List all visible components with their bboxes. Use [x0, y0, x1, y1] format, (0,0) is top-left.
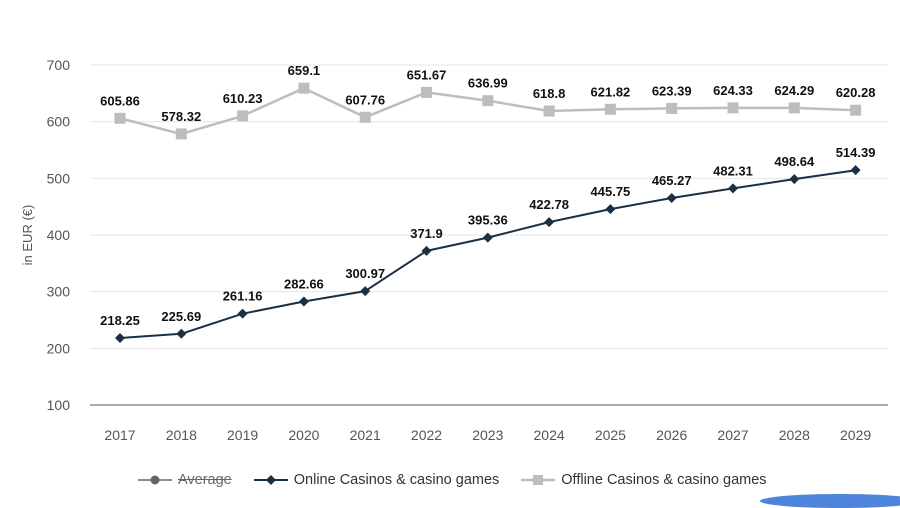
data-point-marker[interactable]: [727, 102, 739, 114]
data-label: 282.66: [284, 276, 324, 291]
data-label: 395.36: [468, 213, 508, 228]
data-label: 605.86: [100, 93, 140, 108]
legend-label-online: Online Casinos & casino games: [293, 472, 500, 488]
data-point-marker[interactable]: [604, 103, 616, 115]
legend-online-marker-icon: [253, 475, 288, 485]
data-point-marker[interactable]: [666, 102, 678, 114]
data-label: 618.8: [533, 86, 566, 101]
data-point-marker[interactable]: [237, 308, 248, 319]
data-point-marker[interactable]: [605, 204, 616, 215]
data-label: 225.69: [161, 309, 201, 324]
y-tick-label: 600: [47, 114, 71, 130]
x-tick-label: 2025: [595, 427, 626, 443]
x-tick-label: 2021: [350, 427, 381, 443]
data-point-marker[interactable]: [359, 111, 371, 123]
data-label: 620.28: [836, 85, 876, 100]
data-label: 607.76: [345, 92, 385, 107]
data-point-marker[interactable]: [114, 112, 126, 124]
data-label: 624.29: [774, 83, 814, 98]
legend-item-offline[interactable]: Offline Casinos & casino games: [521, 472, 767, 488]
data-point-marker[interactable]: [298, 82, 310, 94]
data-point-marker[interactable]: [789, 174, 800, 185]
data-point-marker[interactable]: [298, 296, 309, 307]
data-label: 514.39: [836, 145, 876, 160]
data-labels: 218.25 225.69 261.16 282.66 300.97 371.9 395.3…: [100, 63, 875, 328]
data-label: 621.82: [591, 84, 631, 99]
y-tick-label: 700: [47, 57, 71, 73]
data-point-marker[interactable]: [666, 193, 677, 204]
y-tick-label: 400: [47, 227, 71, 243]
x-axis-ticks: 2017 2018 2019 2020 2021 2022 2023 2024 2025 2026…: [104, 427, 871, 443]
x-tick-label: 2026: [656, 427, 687, 443]
data-label: 482.31: [713, 163, 753, 178]
data-label: 623.39: [652, 83, 692, 98]
x-tick-label: 2023: [472, 427, 503, 443]
data-label: 636.99: [468, 76, 508, 91]
x-tick-label: 2024: [534, 427, 565, 443]
data-point-marker[interactable]: [175, 128, 187, 140]
data-point-marker[interactable]: [176, 328, 187, 339]
x-tick-label: 2022: [411, 427, 442, 443]
legend: Average Online Casinos & casino games Of…: [138, 470, 789, 490]
y-tick-label: 100: [47, 397, 71, 413]
data-point-marker[interactable]: [421, 245, 432, 256]
data-point-marker[interactable]: [850, 165, 861, 176]
data-label: 651.67: [407, 67, 447, 82]
data-label: 624.33: [713, 83, 753, 98]
data-label: 610.23: [223, 91, 263, 106]
y-tick-label: 200: [47, 340, 71, 356]
data-label: 498.64: [774, 154, 815, 169]
data-point-marker[interactable]: [482, 232, 493, 243]
series-layer: [114, 82, 862, 343]
legend-label-average: Average: [178, 472, 232, 488]
data-label: 578.32: [161, 109, 201, 124]
y-tick-label: 300: [47, 284, 71, 300]
data-label: 659.1: [288, 63, 321, 78]
legend-average-marker-icon: [138, 475, 172, 485]
data-label: 371.9: [410, 226, 443, 241]
y-tick-label: 500: [47, 170, 71, 186]
legend-item-average[interactable]: Average: [138, 472, 232, 488]
x-tick-label: 2028: [779, 427, 810, 443]
series-line-0: [119, 169, 856, 339]
data-label: 261.16: [223, 289, 263, 304]
data-point-marker[interactable]: [544, 217, 555, 228]
x-tick-label: 2020: [288, 427, 319, 443]
data-label: 465.27: [652, 173, 692, 188]
x-tick-label: 2027: [717, 427, 748, 443]
corner-accent-shape: [760, 494, 900, 508]
y-axis-title: in EUR (€): [20, 205, 35, 266]
x-tick-label: 2018: [166, 427, 197, 443]
data-point-marker[interactable]: [360, 286, 371, 297]
data-label: 422.78: [529, 197, 569, 212]
x-tick-label: 2017: [104, 427, 135, 443]
data-label: 300.97: [345, 266, 385, 281]
legend-offline-marker-icon: [521, 475, 556, 485]
data-point-marker[interactable]: [788, 102, 800, 114]
data-point-marker[interactable]: [115, 332, 125, 343]
data-label: 445.75: [591, 184, 631, 199]
data-label: 218.25: [100, 313, 140, 328]
x-tick-label: 2019: [227, 427, 258, 443]
x-tick-label: 2029: [840, 427, 871, 443]
data-point-marker[interactable]: [237, 110, 249, 122]
legend-item-online[interactable]: Online Casinos & casino games: [253, 472, 500, 488]
data-point-marker[interactable]: [850, 104, 862, 116]
data-point-marker[interactable]: [543, 105, 555, 117]
data-point-marker[interactable]: [728, 183, 738, 194]
data-point-marker[interactable]: [482, 95, 494, 107]
legend-label-offline: Offline Casinos & casino games: [561, 472, 767, 488]
y-axis-ticks: 100 200 300 400 500 600 700: [47, 57, 71, 413]
data-point-marker[interactable]: [421, 86, 432, 98]
